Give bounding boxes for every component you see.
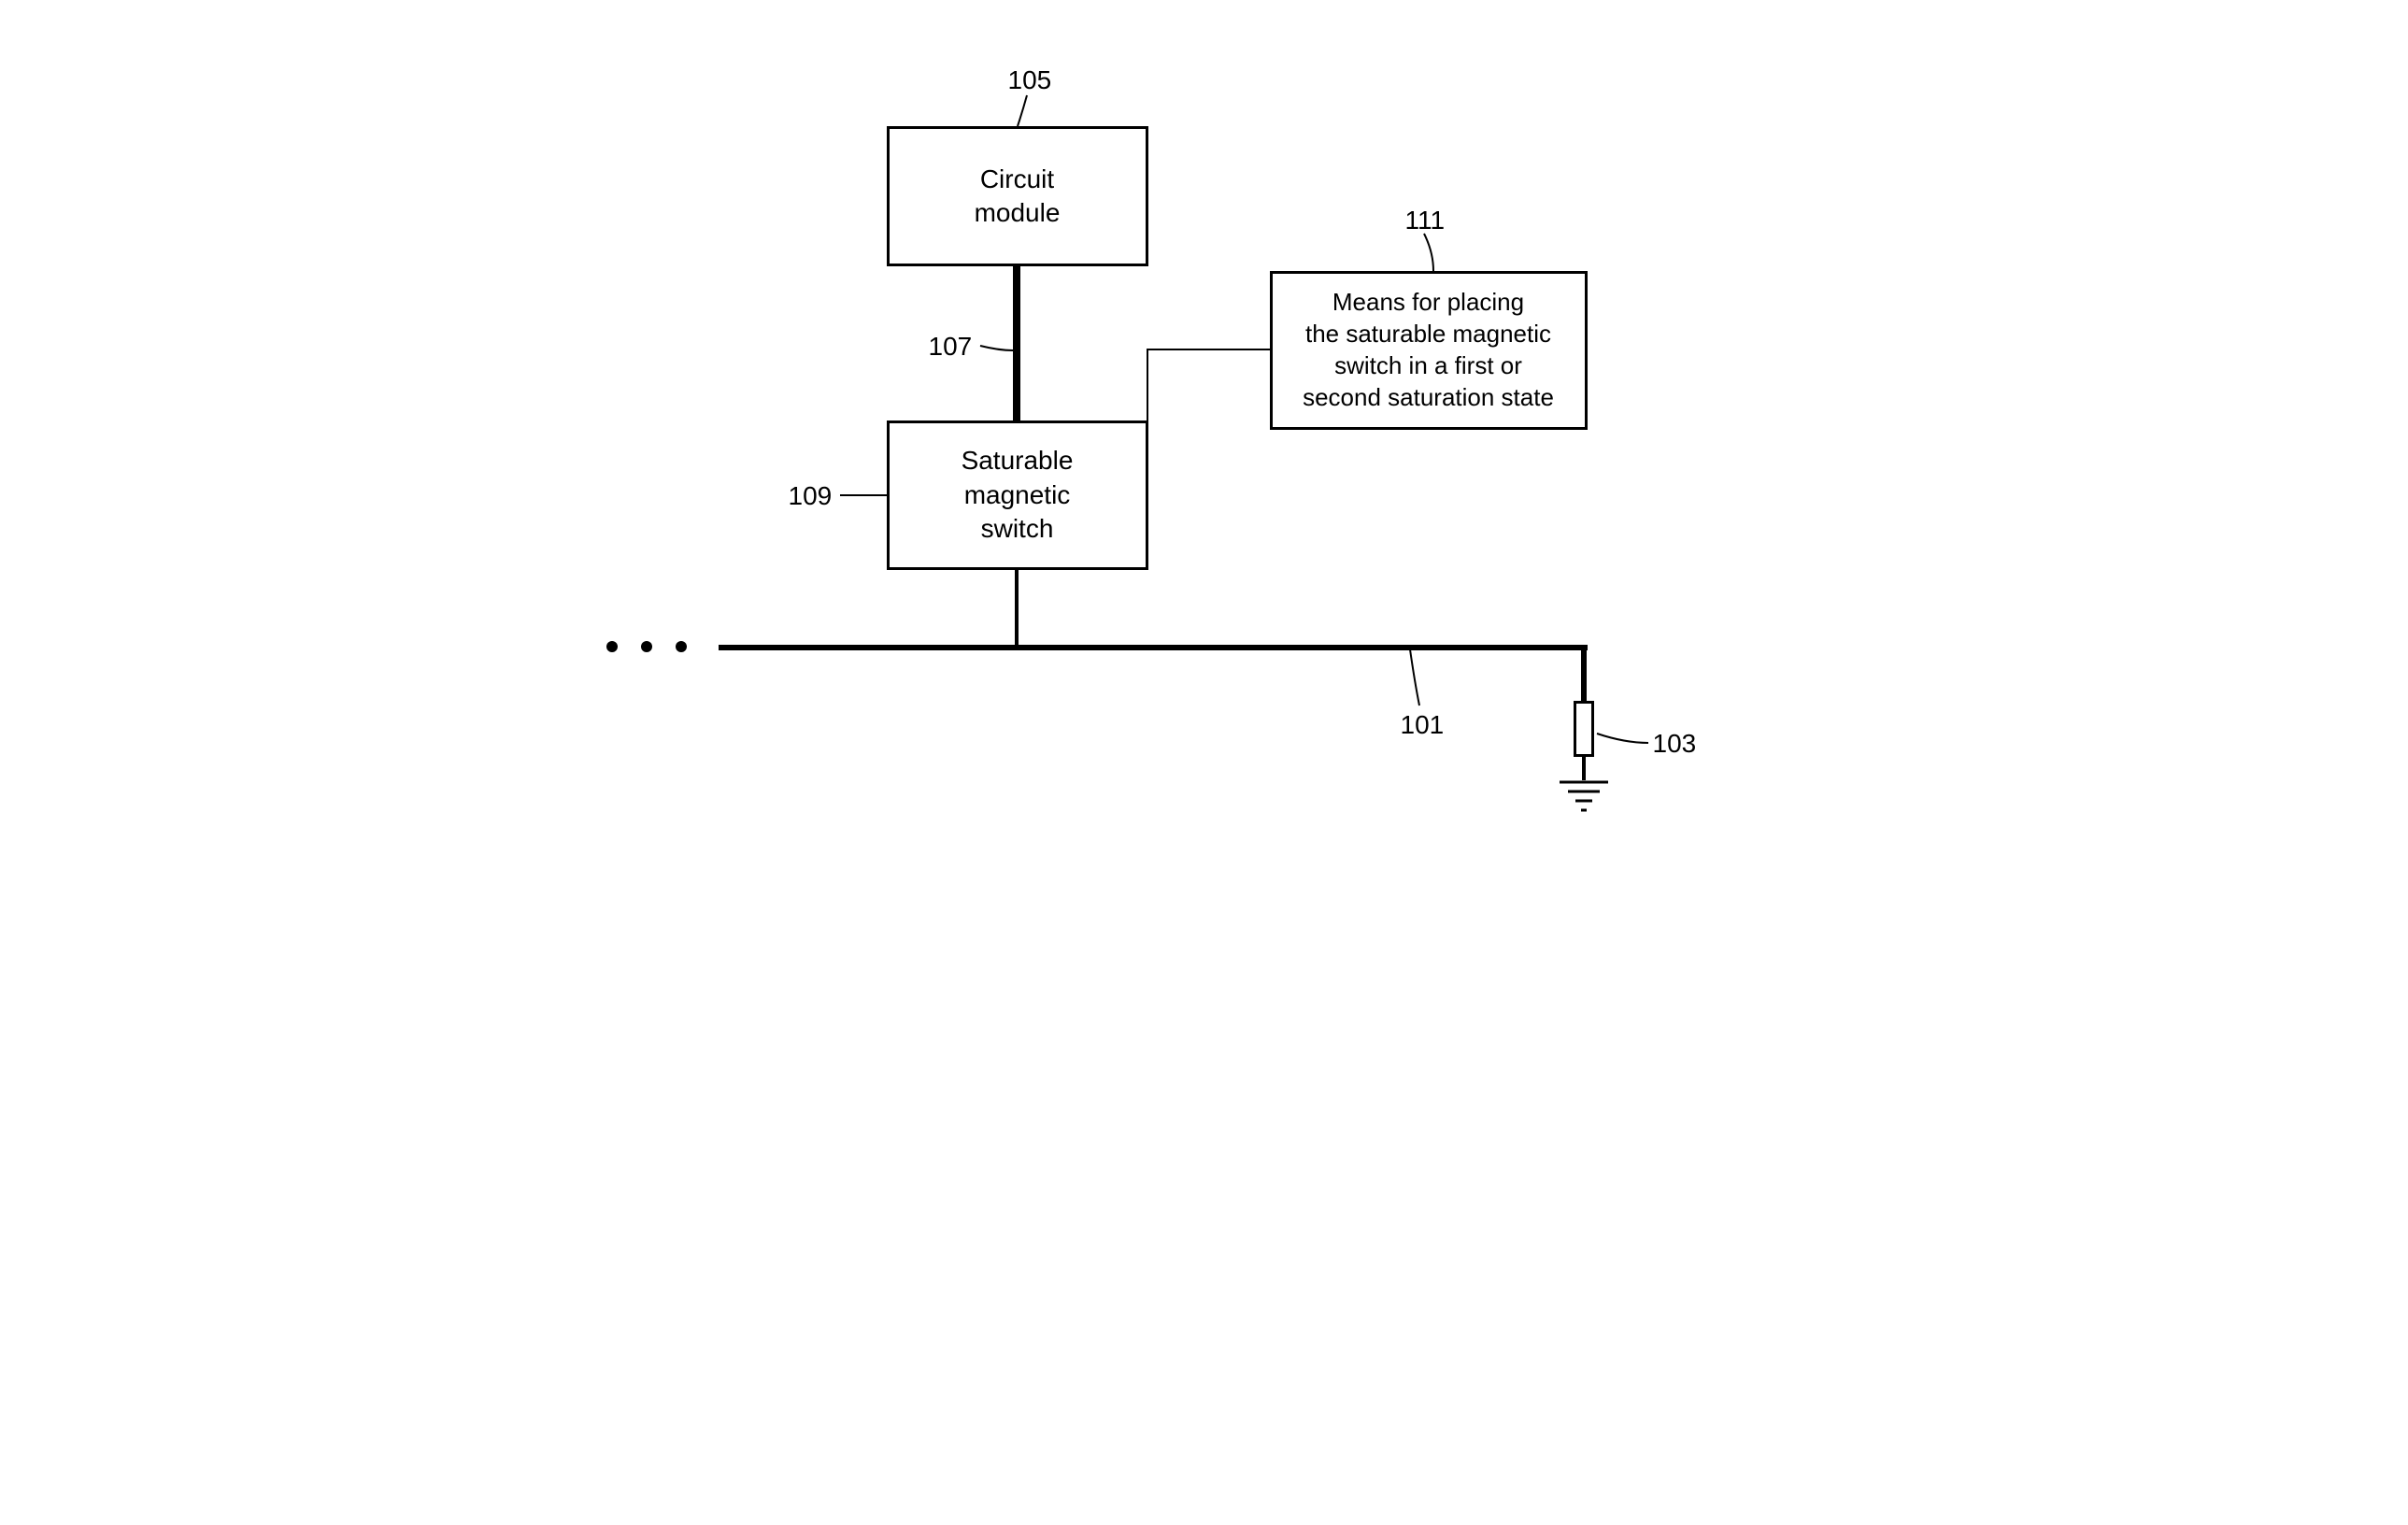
means-box: Means for placing the saturable magnetic… — [1270, 271, 1588, 430]
connector-module-to-switch — [1013, 266, 1020, 420]
dot — [676, 641, 687, 652]
ref-label-107: 107 — [929, 332, 973, 362]
circuit-module-label: Circuit module — [975, 163, 1061, 231]
means-box-label: Means for placing the saturable magnetic… — [1303, 287, 1554, 413]
bus-line — [719, 645, 1588, 650]
circuit-module-box: Circuit module — [887, 126, 1148, 266]
connector-resistor-to-ground — [1582, 757, 1586, 780]
connector-means-h — [1148, 349, 1270, 350]
resistor-symbol — [1574, 701, 1594, 757]
connector-means-v — [1147, 349, 1148, 422]
dot — [641, 641, 652, 652]
connector-switch-to-bus — [1015, 570, 1019, 645]
connector-bus-to-resistor — [1581, 645, 1587, 701]
saturable-switch-box: Saturable magnetic switch — [887, 420, 1148, 570]
block-diagram: Circuit module Saturable magnetic switch… — [550, 37, 1859, 878]
ref-label-101: 101 — [1401, 710, 1445, 740]
ref-label-109: 109 — [789, 481, 833, 511]
saturable-switch-label: Saturable magnetic switch — [962, 444, 1074, 546]
ref-label-105: 105 — [1008, 65, 1052, 95]
ground-icon — [1555, 780, 1613, 818]
ref-label-111: 111 — [1405, 206, 1446, 235]
continuation-dots — [606, 641, 687, 652]
ref-label-103: 103 — [1653, 729, 1697, 759]
dot — [606, 641, 618, 652]
